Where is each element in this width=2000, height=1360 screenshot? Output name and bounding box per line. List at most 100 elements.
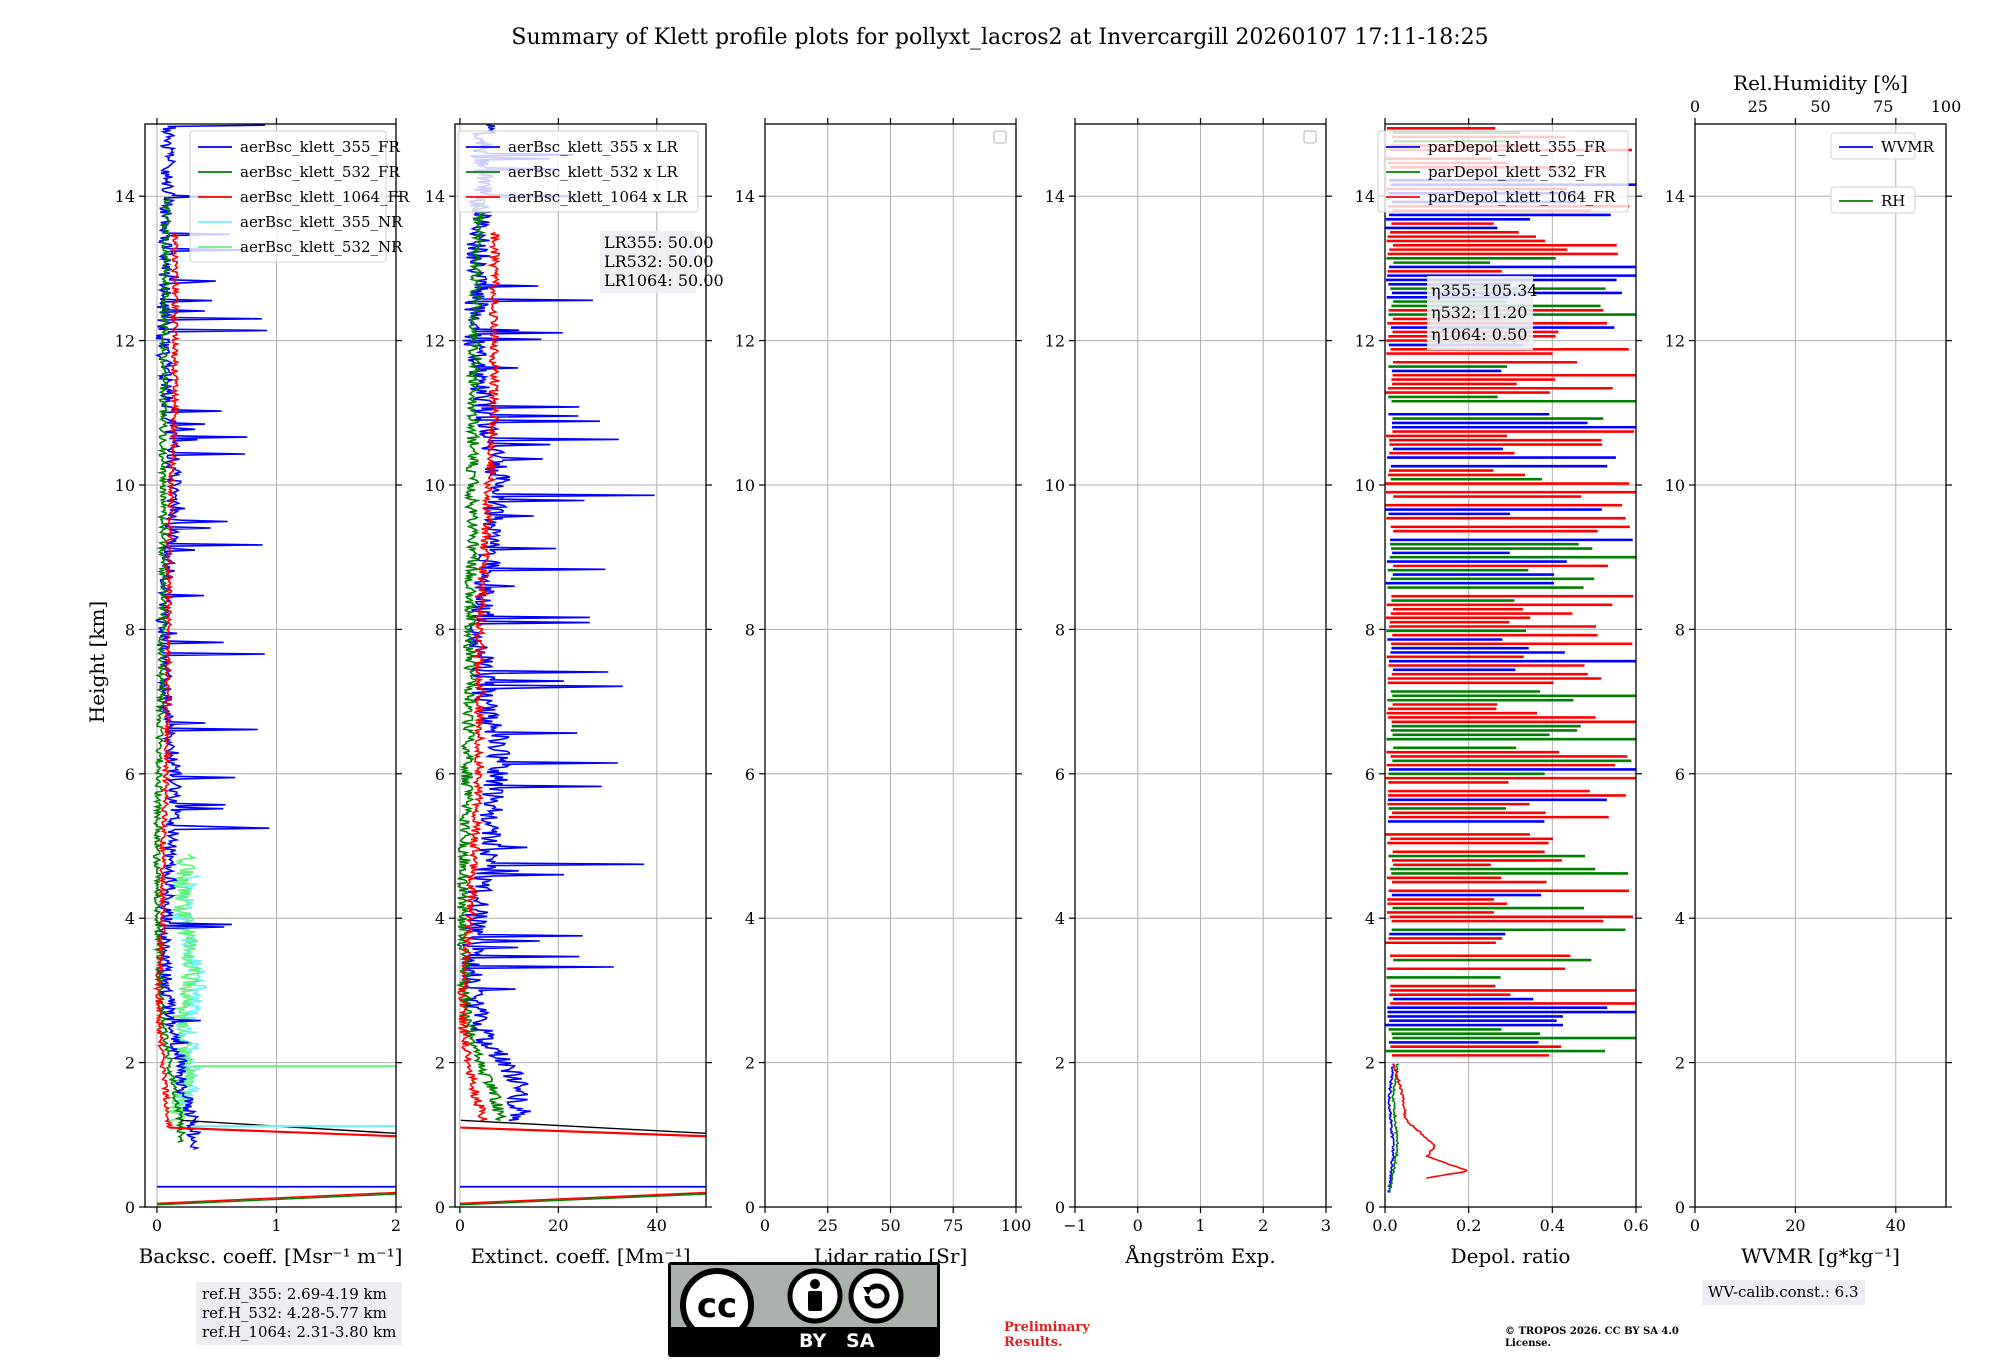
panel-5: 0 2 4 6 8 10 12 14 0.0 0.2 0.4 0.6 Depol. ratio parDe… — [1355, 118, 1649, 1268]
x-tick-label: 25 — [818, 1216, 838, 1235]
series-line-aerBsc_klett_532_NR — [168, 853, 201, 1122]
y-tick-label: 8 — [1675, 620, 1685, 639]
legend-label: parDepol_klett_355_FR — [1428, 138, 1606, 156]
x-tick-label: 75 — [943, 1216, 963, 1235]
series-line-aerBsc_klett_532 x LR — [455, 195, 508, 1122]
x-tick-label: 0 — [1690, 1216, 1700, 1235]
copyright-note: © TROPOS 2026. CC BY SA 4.0 License. — [1505, 1326, 1679, 1349]
y-tick-label: 14 — [1355, 187, 1375, 206]
by-person-body-icon — [808, 1291, 822, 1311]
ref-height-1064: ref.H_1064: 2.31-3.80 km — [202, 1323, 397, 1341]
y-tick-label: 14 — [115, 187, 135, 206]
x-tick-label: 0 — [152, 1216, 162, 1235]
top-tick-label: 25 — [1748, 97, 1768, 116]
x-tick-label: 2 — [1258, 1216, 1268, 1235]
lidar-ratio-label: LR1064: 50.00 — [604, 271, 724, 290]
top-tick-label: 75 — [1873, 97, 1893, 116]
y-tick-label: 14 — [735, 187, 755, 206]
top-tick-label: 100 — [1931, 97, 1962, 116]
ref-height-355: ref.H_355: 2.69-4.19 km — [202, 1285, 387, 1303]
legend-label: aerBsc_klett_1064 x LR — [508, 188, 688, 206]
x-tick-label: 40 — [647, 1216, 667, 1235]
cc-badge-bottom: BY SA — [671, 1327, 937, 1354]
x-tick-label: 0.4 — [1540, 1216, 1565, 1235]
surface-1064 — [156, 1191, 397, 1205]
x-tick-label: 3 — [1321, 1216, 1331, 1235]
y-tick-label: 0 — [435, 1198, 445, 1217]
y-tick-label: 12 — [1665, 332, 1685, 351]
legend-label: aerBsc_klett_532_NR — [240, 238, 403, 256]
y-tick-label: 12 — [115, 332, 135, 351]
x-tick-label: 20 — [548, 1216, 568, 1235]
top-tick-label: 50 — [1810, 97, 1830, 116]
legend-label: aerBsc_klett_1064_FR — [240, 188, 410, 206]
empty-legend-box — [993, 130, 1007, 144]
y-tick-label: 10 — [115, 476, 135, 495]
series-line-parDepol_klett_532_FR — [1388, 1063, 1400, 1193]
panel-2: 0 2 4 6 8 10 12 14 0 20 40 Extinct. coeff. [Mm⁻¹] ae… — [425, 118, 724, 1268]
x-tick-label: 1 — [271, 1216, 281, 1235]
y-tick-label: 6 — [435, 765, 445, 784]
x-tick-label: 100 — [1001, 1216, 1032, 1235]
legend-label: WVMR — [1881, 138, 1935, 156]
y-tick-label: 0 — [125, 1198, 135, 1217]
lidar-ratio-label: LR532: 50.00 — [604, 252, 714, 271]
sa-arrowhead-icon — [863, 1287, 873, 1295]
y-tick-label: 12 — [1355, 332, 1375, 351]
series-line-aerBsc_klett_355 x LR — [461, 124, 655, 1122]
series-line-aerBsc_klett_355_FR — [154, 124, 270, 1150]
surface-1064 — [459, 1191, 707, 1205]
x-tick-label: 0 — [455, 1216, 465, 1235]
y-tick-label: 8 — [1055, 620, 1065, 639]
y-tick-label: 2 — [1055, 1054, 1065, 1073]
y-tick-label: 8 — [745, 620, 755, 639]
x-tick-label: 0.0 — [1372, 1216, 1397, 1235]
eta-label: η1064: 0.50 — [1431, 325, 1527, 344]
y-tick-label: 0 — [745, 1198, 755, 1217]
y-tick-label: 4 — [1675, 909, 1685, 928]
surface-532 — [156, 1193, 397, 1206]
series-line-aerBsc_klett_1064_FR — [152, 232, 181, 1129]
series-line-parDepol_klett_355_FR — [1387, 1063, 1396, 1193]
y-tick-label: 8 — [435, 620, 445, 639]
y-tick-label: 0 — [1675, 1198, 1685, 1217]
y-tick-label: 2 — [125, 1054, 135, 1073]
wv-calib-text: WV-calib.const.: 6.3 — [1708, 1283, 1859, 1301]
cloud-base-1064 — [460, 1126, 707, 1138]
y-tick-label: 6 — [1055, 765, 1065, 784]
y-tick-label: 10 — [1045, 476, 1065, 495]
y-tick-label: 6 — [125, 765, 135, 784]
top-tick-label: 0 — [1690, 97, 1700, 116]
eta-label: η355: 105.34 — [1431, 281, 1538, 300]
surface-532 — [459, 1193, 707, 1206]
x-tick-label: 0.6 — [1623, 1216, 1648, 1235]
y-tick-label: 2 — [745, 1054, 755, 1073]
reference-height-box: ref.H_355: 2.69-4.19 km ref.H_532: 4.28-… — [196, 1282, 403, 1345]
x-tick-label: 20 — [1785, 1216, 1805, 1235]
y-tick-label: 2 — [435, 1054, 445, 1073]
series-line-aerBsc_klett_1064 x LR — [457, 231, 501, 1122]
legend-box — [1830, 132, 1916, 160]
legend-label: aerBsc_klett_355_NR — [240, 213, 403, 231]
cc-badge-top: cc — [671, 1265, 937, 1327]
y-tick-label: 4 — [1055, 909, 1065, 928]
preliminary-results-note: Preliminary Results. — [1004, 1320, 1090, 1350]
legend-box — [1830, 186, 1916, 214]
series-line-parDepol_klett_1064_FR — [1392, 1063, 1469, 1179]
y-tick-label: 12 — [1045, 332, 1065, 351]
cloud-base-532 — [460, 1119, 707, 1135]
x-tick-label: 40 — [1886, 1216, 1906, 1235]
figure-title: Summary of Klett profile plots for polly… — [511, 25, 1488, 50]
axes-frame — [1384, 123, 1637, 1208]
y-tick-label: 4 — [435, 909, 445, 928]
y-tick-label: 2 — [1365, 1054, 1375, 1073]
panel-6: 0 2 4 6 8 10 12 14 0 20 40 WVMR [g*kg⁻¹] 0 25 50 75 100 R… — [1665, 71, 1962, 1268]
y-tick-label: 10 — [735, 476, 755, 495]
legend-label: parDepol_klett_532_FR — [1428, 163, 1606, 181]
y-tick-label: 14 — [1045, 187, 1065, 206]
legend-label: aerBsc_klett_532 x LR — [508, 163, 679, 181]
legend-box — [1377, 130, 1629, 213]
